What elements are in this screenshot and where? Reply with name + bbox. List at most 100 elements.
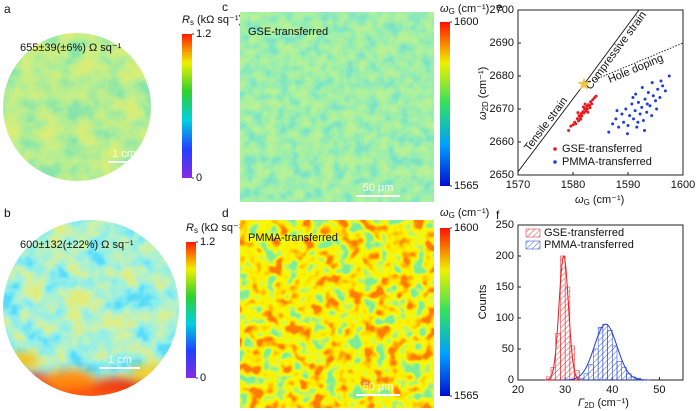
point xyxy=(611,122,615,126)
point xyxy=(569,124,573,128)
subscript: s xyxy=(190,18,194,27)
point xyxy=(574,122,578,126)
histogram-bar xyxy=(597,327,604,381)
point xyxy=(640,105,644,109)
legend-label: GSE-transferred xyxy=(562,143,642,155)
unit: (cm⁻¹) xyxy=(593,194,624,206)
y-tick-label: 100 xyxy=(496,312,514,324)
y-tick-label: 2680 xyxy=(490,70,514,82)
histogram-bar xyxy=(564,286,571,381)
symbol: ω xyxy=(477,111,489,120)
panel-label: b xyxy=(4,206,11,220)
hotspot xyxy=(130,364,170,380)
scale-bar-label: 1 cm xyxy=(108,354,132,366)
point xyxy=(588,106,592,110)
colorbar-tick-label: 1565 xyxy=(454,180,478,192)
legend-label: PMMA-transferred xyxy=(562,156,652,168)
y-tick-label: 150 xyxy=(496,281,514,293)
point xyxy=(646,91,650,94)
point xyxy=(622,120,626,124)
histogram-bar xyxy=(569,345,575,381)
colorbar xyxy=(440,228,450,396)
point xyxy=(626,124,630,127)
legend-label: PMMA-transferred xyxy=(544,239,634,251)
point xyxy=(581,105,585,109)
point xyxy=(638,112,642,116)
x-axis-label: ωG (cm⁻¹) xyxy=(575,194,624,207)
point xyxy=(654,99,657,103)
point xyxy=(584,109,588,113)
histogram-bar xyxy=(616,361,622,381)
symbol: R xyxy=(186,222,194,234)
point xyxy=(650,81,654,85)
subscript: s xyxy=(194,226,198,235)
panel-label: f xyxy=(496,208,500,222)
histogram-bar xyxy=(607,330,613,381)
x-tick-label: 1580 xyxy=(561,179,585,191)
point xyxy=(641,119,645,123)
point xyxy=(579,112,583,116)
panel-label: d xyxy=(222,206,229,220)
point xyxy=(661,84,665,88)
y-tick-label: 2700 xyxy=(490,4,514,16)
point xyxy=(663,89,667,93)
unit: (kΩ sq⁻¹) xyxy=(197,14,242,26)
y-tick-label: 0 xyxy=(508,374,514,386)
point xyxy=(617,125,621,129)
annotation: 655±39(±6%) Ω sq⁻¹ xyxy=(20,42,122,54)
point xyxy=(631,95,635,99)
reference-line xyxy=(518,83,585,172)
symbol: R xyxy=(182,14,190,26)
histogram-bar xyxy=(579,377,585,381)
unit: (cm⁻¹) xyxy=(477,67,489,98)
point xyxy=(643,128,646,132)
y-tick-label: 2690 xyxy=(490,37,514,49)
subscript: 2D xyxy=(584,401,594,410)
point xyxy=(586,110,590,114)
colorbar-tick-label: 0 xyxy=(200,372,206,384)
point xyxy=(651,94,655,98)
colorbar xyxy=(182,34,192,178)
panel-label: c xyxy=(222,0,228,14)
histogram-bar xyxy=(574,370,580,381)
unit: (kΩ sq⁻¹) xyxy=(201,222,246,234)
hotspot xyxy=(3,352,38,368)
x-tick-label: 30 xyxy=(559,384,571,396)
point xyxy=(645,102,649,106)
point xyxy=(667,74,671,78)
unit: (cm⁻¹) xyxy=(458,207,489,219)
symbol: ω xyxy=(575,194,584,206)
point xyxy=(575,117,579,121)
point xyxy=(632,117,635,121)
legend-swatch xyxy=(525,240,541,250)
y-tick-label: 200 xyxy=(496,250,514,262)
histogram-bar xyxy=(583,373,589,381)
colorbar-tick-label: 1600 xyxy=(454,222,478,234)
colorbar xyxy=(186,242,196,378)
subscript: G xyxy=(449,211,455,220)
point xyxy=(577,119,580,123)
point xyxy=(625,132,629,136)
point xyxy=(615,109,619,113)
point xyxy=(634,92,638,96)
subscript: G xyxy=(584,198,590,207)
point xyxy=(648,104,652,108)
point xyxy=(658,95,662,99)
unit: (cm⁻¹) xyxy=(598,397,629,409)
annotation: 600±132(±22%) Ω sq⁻¹ xyxy=(20,239,134,251)
colorbar-tick-label: 1600 xyxy=(454,16,478,28)
annotation: GSE-transferred xyxy=(248,26,328,38)
point xyxy=(614,117,618,121)
colorbar-label: ωG (cm⁻¹) xyxy=(440,3,489,16)
point xyxy=(643,97,647,101)
point xyxy=(579,117,583,121)
map-image xyxy=(3,33,151,181)
reference-line xyxy=(583,10,640,85)
point xyxy=(590,102,594,106)
point xyxy=(583,102,587,106)
point xyxy=(645,110,649,114)
point xyxy=(628,114,632,118)
fit-curve xyxy=(560,323,651,381)
panel-label: a xyxy=(4,2,11,16)
x-tick-label: 1570 xyxy=(506,179,530,191)
